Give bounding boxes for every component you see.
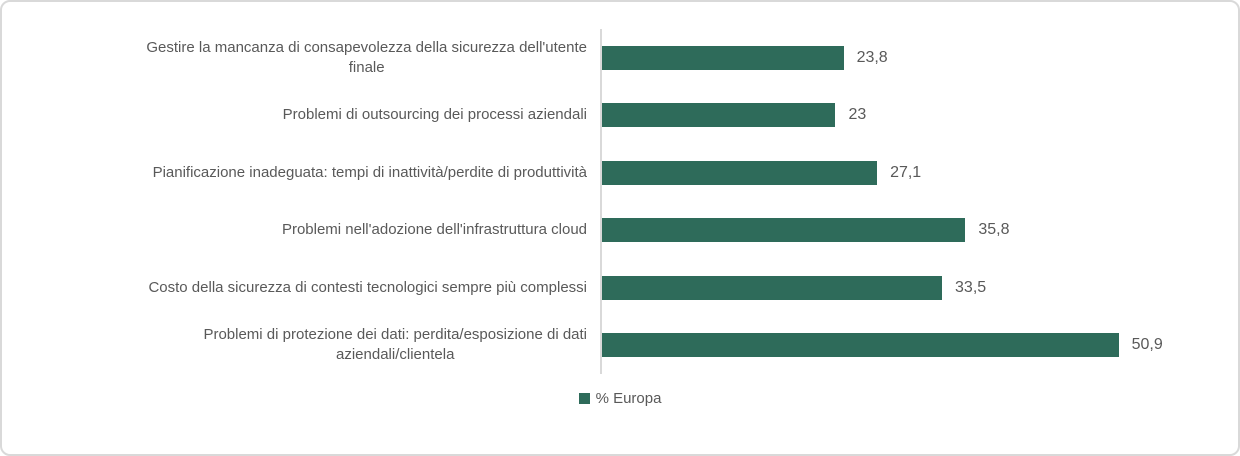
bar [602, 103, 836, 128]
chart-row: Problemi nell'adozione dell'infrastruttu… [2, 201, 1238, 259]
legend: % Europa [2, 390, 1238, 407]
chart-row: Gestire la mancanza di consapevolezza de… [2, 29, 1238, 87]
category-label: Problemi di protezione dei dati: perdita… [203, 326, 587, 364]
bar [602, 45, 844, 70]
bar-track: 33,5 [600, 259, 1238, 317]
category-label-cell: Costo della sicurezza di contesti tecnol… [2, 278, 600, 298]
bar-track: 35,8 [600, 201, 1238, 259]
value-label: 35,8 [978, 221, 1010, 239]
chart-row: Pianificazione inadeguata: tempi di inat… [2, 144, 1238, 202]
bar [602, 160, 878, 185]
category-label-cell: Problemi di protezione dei dati: perdita… [2, 325, 600, 365]
bar [602, 275, 943, 300]
value-label: 23,8 [856, 48, 888, 66]
bar [602, 333, 1119, 358]
category-label: Problemi di outsourcing dei processi azi… [282, 106, 587, 124]
category-label: Problemi nell'adozione dell'infrastruttu… [281, 221, 587, 239]
bar-track: 27,1 [600, 144, 1238, 202]
category-label-cell: Problemi nell'adozione dell'infrastruttu… [2, 220, 600, 240]
bar-track: 23 [600, 86, 1238, 144]
legend-swatch-icon [578, 393, 590, 404]
chart-row: Problemi di protezione dei dati: perdita… [2, 316, 1238, 374]
category-label-cell: Problemi di outsourcing dei processi azi… [2, 105, 600, 125]
category-label: Costo della sicurezza di contesti tecnol… [148, 278, 587, 296]
value-label: 27,1 [890, 163, 922, 181]
bar [602, 218, 966, 243]
category-label: Gestire la mancanza di consapevolezza de… [146, 38, 587, 76]
bar-track: 23,8 [600, 29, 1238, 87]
category-label: Pianificazione inadeguata: tempi di inat… [152, 163, 587, 181]
legend-label: % Europa [595, 390, 662, 407]
category-label-cell: Pianificazione inadeguata: tempi di inat… [2, 163, 600, 183]
value-label: 50,9 [1131, 336, 1163, 354]
value-label: 33,5 [955, 278, 987, 296]
bar-track: 50,9 [600, 316, 1238, 374]
chart-row: Problemi di outsourcing dei processi azi… [2, 86, 1238, 144]
category-label-cell: Gestire la mancanza di consapevolezza de… [2, 38, 600, 78]
value-label: 23 [848, 106, 867, 124]
chart-row: Costo della sicurezza di contesti tecnol… [2, 259, 1238, 317]
chart-rows: Gestire la mancanza di consapevolezza de… [2, 29, 1238, 374]
